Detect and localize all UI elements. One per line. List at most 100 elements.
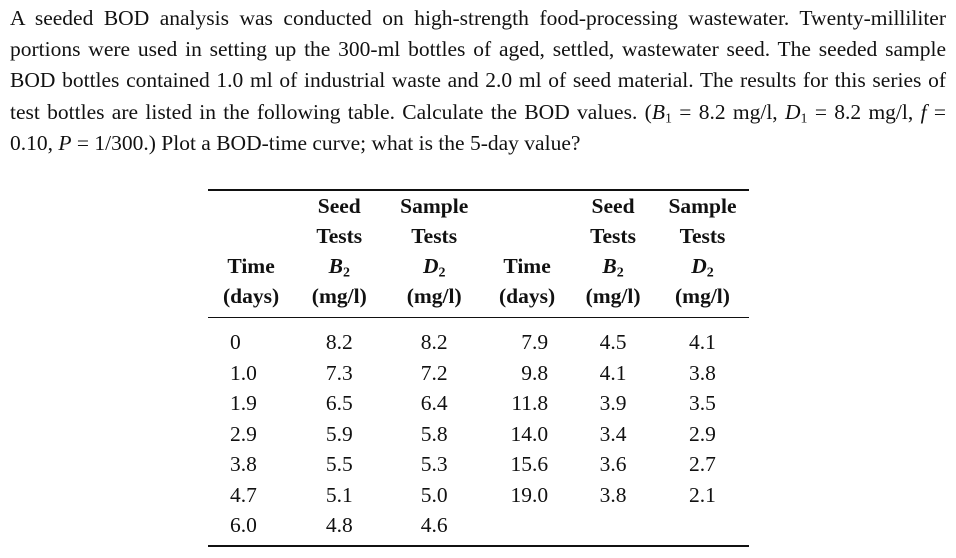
seed-value-cell: 4.5: [599, 330, 627, 354]
header-row-4: (days) (mg/l) (mg/l) (days) (mg/l) (mg/l…: [208, 281, 749, 318]
header-sample-symbol: D2: [384, 251, 484, 281]
sample-value-cell: 2.9: [689, 421, 716, 446]
time-cell: 19.0: [510, 482, 549, 507]
header-time-unit: (days): [484, 281, 571, 318]
sample-value-cell: 5.8: [420, 421, 448, 446]
time-cell: 4.7: [230, 482, 257, 507]
header-time-line1: Time: [227, 254, 275, 278]
sample-value-cell: 4.1: [689, 330, 716, 354]
header-cell-empty: [208, 189, 295, 221]
seed-value-cell: 5.5: [325, 452, 353, 476]
seed-value-cell: 4.1: [599, 360, 627, 385]
header-sample-line2: Tests: [679, 224, 726, 248]
table-body: 0 8.2 8.2 7.9 4.5 4.1 1.0 7.3 7.2 9.8 4.…: [208, 318, 749, 547]
p-symbol: P: [58, 130, 72, 155]
sample-value-cell: [655, 510, 749, 547]
seed-value-cell: 3.9: [599, 391, 627, 415]
sample-value-cell: 7.2: [420, 360, 448, 385]
seed-subscript: 2: [342, 265, 350, 281]
header-row-3: Time B2 D2 Time B2 D2: [208, 251, 749, 281]
header-cell-empty: [484, 221, 570, 251]
time-cell: 0: [230, 330, 241, 354]
time-cell: 3.8: [230, 452, 257, 476]
table-row: 4.7 5.1 5.0 19.0 3.8 2.1: [208, 480, 749, 511]
time-cell: 1.0: [230, 360, 257, 385]
table-row: 6.0 4.8 4.6: [208, 510, 749, 547]
table-row: 3.8 5.5 5.3 15.6 3.6 2.7: [208, 449, 749, 480]
header-sample-unit: (mg/l): [655, 281, 749, 318]
header-sample-unit: (mg/l): [384, 281, 484, 318]
time-cell: 14.0: [510, 421, 549, 446]
seed-value-cell: 4.8: [294, 510, 385, 547]
sample-value-cell: 2.1: [689, 482, 716, 507]
sample-symbol: D: [422, 254, 439, 278]
sample-value-cell: 8.2: [420, 330, 448, 354]
time-cell: [484, 510, 571, 547]
sample-value-cell: 3.8: [689, 360, 716, 385]
d1-subscript: 1: [800, 111, 808, 127]
header-cell-empty: [484, 189, 571, 221]
header-sample-line1: Sample: [655, 189, 749, 221]
header-seed-line1: Seed: [570, 189, 656, 221]
time-cell: 11.8: [511, 391, 549, 415]
time-cell: 2.9: [230, 421, 257, 446]
header-time-line1: Time: [503, 254, 551, 278]
table-header: Seed Sample Seed Sample Tests Tests Test…: [208, 189, 749, 318]
sample-value-cell: 3.5: [689, 391, 716, 415]
seed-value-cell: 3.6: [599, 452, 627, 476]
time-cell: 9.8: [521, 360, 549, 385]
sample-subscript: 2: [438, 265, 446, 281]
sample-value-cell: 6.4: [420, 391, 448, 415]
header-seed-symbol: B2: [294, 251, 384, 281]
header-seed-line2: Tests: [590, 224, 636, 248]
b1-subscript: 1: [664, 111, 672, 127]
seed-symbol: B: [328, 254, 343, 278]
seed-value-cell: 6.5: [325, 391, 353, 415]
bod-results-table: Seed Sample Seed Sample Tests Tests Test…: [208, 189, 749, 547]
seed-subscript: 2: [616, 265, 624, 281]
seed-value-cell: 3.4: [599, 421, 627, 446]
bod-results-table-wrapper: Seed Sample Seed Sample Tests Tests Test…: [208, 189, 749, 547]
header-sample-symbol: D2: [656, 251, 749, 281]
table-row: 2.9 5.9 5.8 14.0 3.4 2.9: [208, 419, 749, 450]
sample-value-cell: 4.6: [384, 510, 484, 547]
f-value: = 0.10,: [10, 99, 946, 155]
header-sample-line1: Sample: [384, 189, 484, 221]
header-time-unit: (days): [208, 281, 295, 318]
header-row-1: Seed Sample Seed Sample: [208, 189, 749, 221]
seed-value-cell: [570, 510, 656, 547]
sample-value-cell: 5.0: [420, 482, 448, 507]
header-row-2: Tests Tests Tests Tests: [208, 221, 749, 251]
seed-value-cell: 7.3: [325, 360, 353, 385]
header-seed-line2: Tests: [316, 224, 363, 248]
header-seed-unit: (mg/l): [294, 281, 385, 318]
table-row: 1.0 7.3 7.2 9.8 4.1 3.8: [208, 358, 749, 389]
f-symbol: f: [920, 99, 927, 124]
d1-value: = 8.2 mg/l,: [807, 99, 921, 124]
seed-value-cell: 5.9: [325, 421, 353, 446]
sample-subscript: 2: [706, 265, 714, 281]
b1-value: = 8.2 mg/l,: [671, 99, 785, 124]
sample-symbol: D: [691, 254, 707, 278]
problem-intro: A seeded BOD analysis was conducted on h…: [10, 6, 946, 124]
table-row: 0 8.2 8.2 7.9 4.5 4.1: [208, 318, 749, 358]
time-cell: 7.9: [521, 330, 549, 354]
time-cell: 15.6: [510, 452, 549, 476]
header-seed-symbol: B2: [570, 251, 656, 281]
problem-statement: A seeded BOD analysis was conducted on h…: [10, 3, 946, 159]
seed-symbol: B: [602, 254, 617, 278]
seed-value-cell: 5.1: [325, 482, 353, 507]
table-row: 1.9 6.5 6.4 11.8 3.9 3.5: [208, 388, 749, 419]
seed-value-cell: 3.8: [599, 482, 627, 507]
header-sample-line2: Tests: [411, 224, 458, 248]
sample-value-cell: 5.3: [420, 452, 448, 476]
d1-symbol: D: [785, 99, 801, 124]
b1-symbol: B: [651, 99, 665, 124]
time-cell: 6.0: [208, 510, 295, 547]
time-cell: 1.9: [230, 391, 257, 415]
seed-value-cell: 8.2: [325, 330, 353, 354]
sample-value-cell: 2.7: [689, 452, 716, 476]
header-cell-empty: [208, 221, 294, 251]
p-value: = 1/300.) Plot a BOD-time curve; what is…: [71, 130, 581, 155]
header-seed-unit: (mg/l): [570, 281, 656, 318]
